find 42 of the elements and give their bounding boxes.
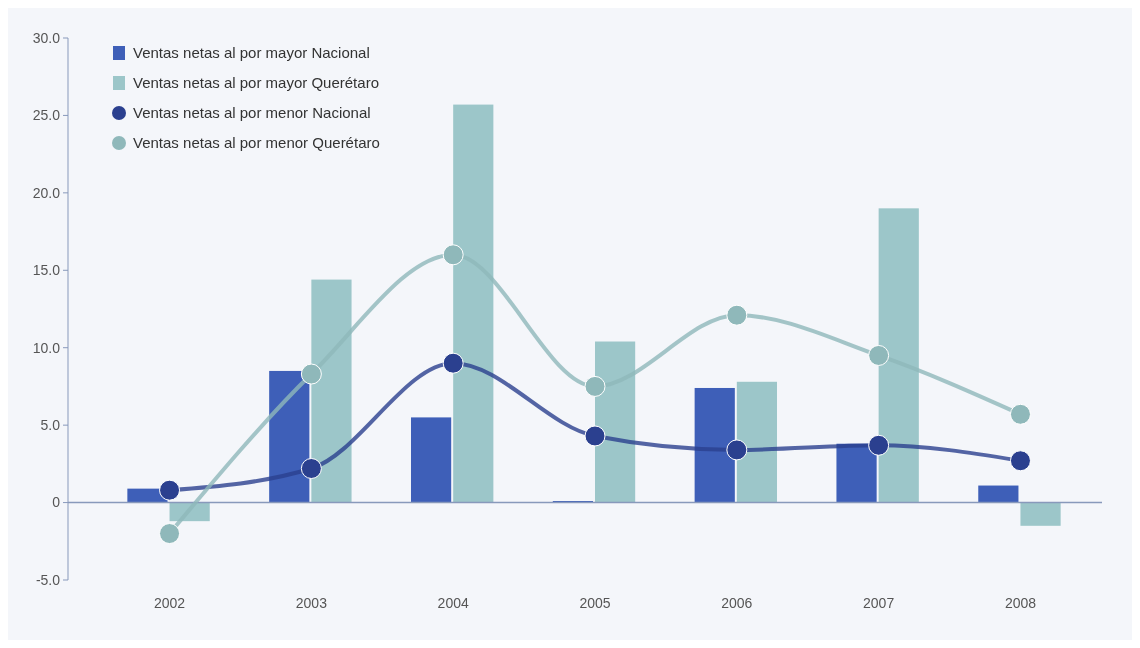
bar: [311, 279, 352, 503]
x-tick-label: 2003: [295, 595, 328, 611]
bar: [410, 417, 452, 503]
bar: [595, 341, 636, 503]
y-tick-label: 15.0: [32, 262, 61, 279]
x-tick-label: 2004: [437, 595, 469, 611]
bar: [1020, 502, 1061, 526]
y-tick-label: -5.0: [35, 571, 61, 588]
y-tick-label: 5.0: [40, 417, 61, 434]
point: [726, 304, 748, 326]
y-tick-label: 30.0: [32, 29, 61, 46]
point: [584, 425, 606, 447]
legend-label: Ventas netas al por menor Nacional: [133, 104, 371, 122]
point: [868, 434, 890, 456]
y-tick-label: 20.0: [32, 184, 61, 201]
x-tick-label: 2008: [1004, 595, 1037, 611]
bar: [694, 387, 735, 503]
bar: [453, 104, 494, 503]
y-tick-label: 10.0: [32, 339, 61, 356]
x-tick-label: 2006: [721, 595, 753, 611]
point: [1009, 450, 1031, 472]
point: [159, 479, 181, 501]
point: [868, 344, 890, 366]
legend-label: Ventas netas al por mayor Querétaro: [133, 74, 379, 92]
bar: [978, 485, 1019, 503]
point: [442, 352, 464, 374]
point: [300, 363, 322, 385]
y-tick-label: 25.0: [32, 107, 61, 124]
point: [300, 458, 322, 479]
legend-label: Ventas netas al por mayor Nacional: [133, 44, 370, 62]
bar: [878, 208, 919, 503]
point: [159, 523, 181, 545]
legend-label: Ventas netas al por menor Querétaro: [133, 134, 380, 152]
x-tick-label: 2002: [153, 595, 186, 611]
x-tick-label: 2007: [863, 595, 895, 611]
y-tick-label: 0: [52, 494, 61, 511]
point: [442, 244, 464, 266]
point: [1009, 403, 1031, 425]
x-tick-label: 2005: [579, 595, 611, 611]
point: [726, 439, 748, 461]
bar: [736, 381, 778, 503]
point: [584, 375, 606, 397]
